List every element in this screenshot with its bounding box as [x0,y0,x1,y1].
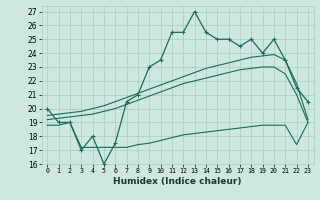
X-axis label: Humidex (Indice chaleur): Humidex (Indice chaleur) [113,177,242,186]
